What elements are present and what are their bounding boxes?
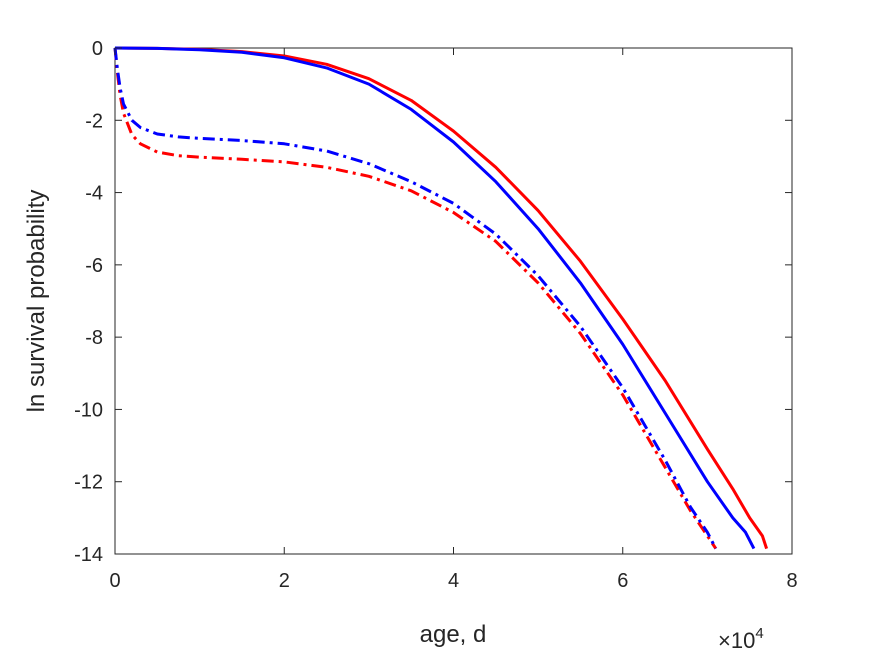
series-line-2 xyxy=(114,46,756,550)
x-exponent-power: 4 xyxy=(755,625,763,642)
y-tick-label: -14 xyxy=(74,544,103,566)
x-tick-label: 2 xyxy=(279,570,290,592)
series-layer xyxy=(113,46,769,550)
x-tick-label: 0 xyxy=(109,570,120,592)
y-axis-title: ln survival probability xyxy=(23,190,50,413)
y-tick-label: -8 xyxy=(85,327,103,349)
x-axis-title: age, d xyxy=(420,621,487,648)
y-tick-label: -12 xyxy=(74,472,103,494)
y-tick-label: -6 xyxy=(85,255,103,277)
y-tick-label: -10 xyxy=(74,399,103,421)
series-line-4 xyxy=(113,47,718,550)
y-tick-label: -2 xyxy=(85,110,103,132)
x-tick-label: 8 xyxy=(786,570,797,592)
x-tick-label: 4 xyxy=(448,570,459,592)
y-tick-label: -4 xyxy=(85,183,103,205)
plot-area xyxy=(114,47,793,555)
x-tick-label: 6 xyxy=(617,570,628,592)
x-exponent-base: ×10 xyxy=(718,628,755,653)
series-line-3 xyxy=(113,47,718,550)
x-exponent-label: ×104 xyxy=(718,625,764,653)
tick-layer: 0 2 4 6 8 0 -2 -4 -6 -8 -10 -12 -14 xyxy=(74,38,797,592)
y-tick-label: 0 xyxy=(92,38,103,60)
